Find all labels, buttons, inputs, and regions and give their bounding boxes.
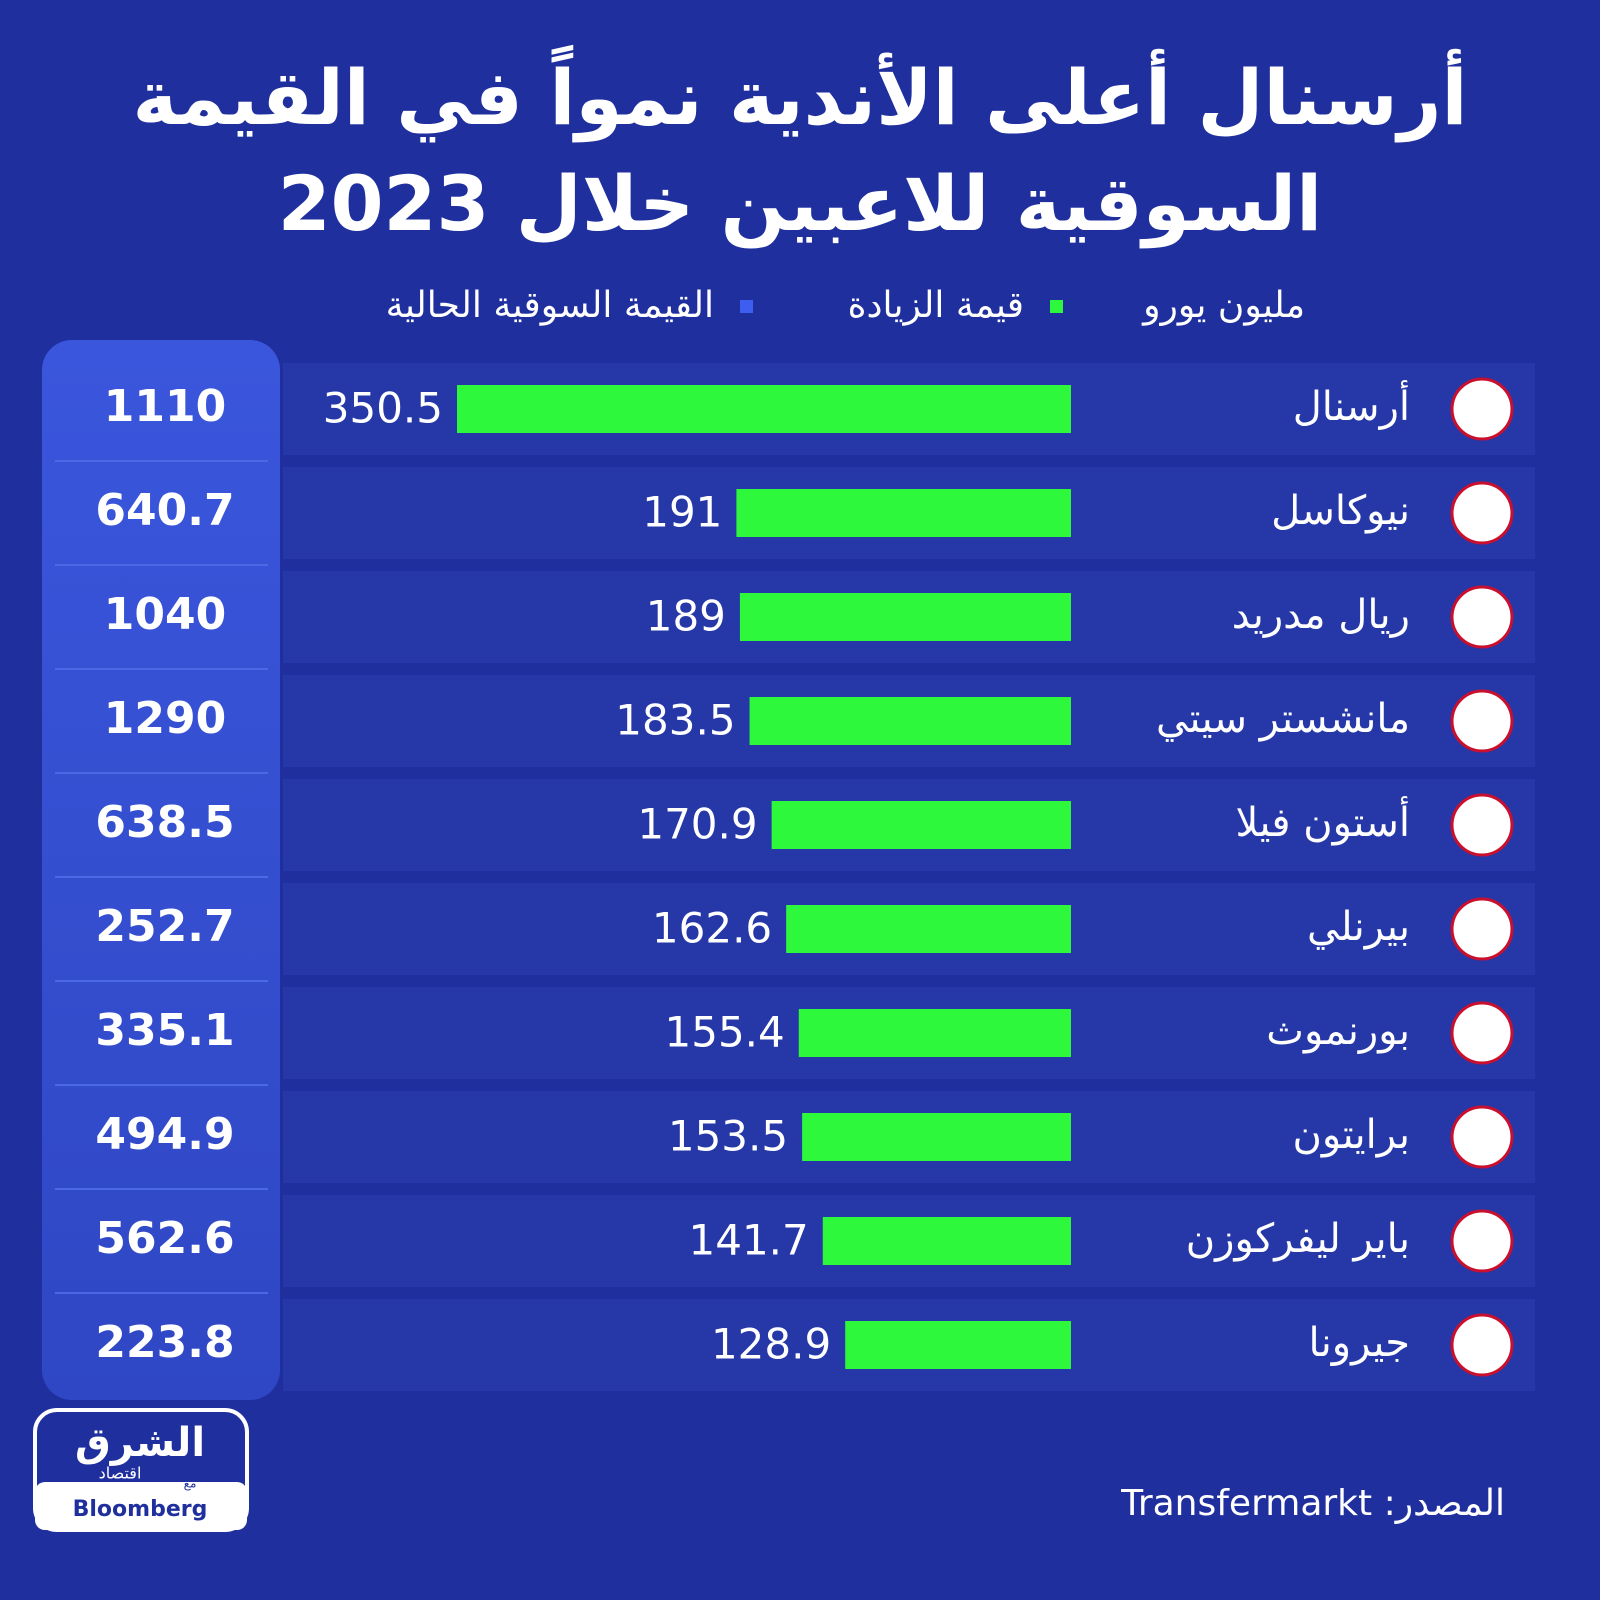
current-value: 640.7 [95, 485, 234, 536]
club-name: برايتون [1292, 1112, 1410, 1158]
legend-swatch [740, 300, 753, 313]
value-panel [42, 340, 280, 1400]
club-name: مانشستر سيتي [1156, 696, 1410, 742]
unit: مليون يورو [1141, 285, 1305, 326]
legend-label: قيمة الزيادة [848, 285, 1024, 326]
logo-partner: Bloomberg [73, 1497, 208, 1522]
club-name: نيوكاسل [1271, 488, 1410, 534]
club-name: بيرنلي [1307, 904, 1410, 950]
legend-swatch [1050, 300, 1063, 313]
club-logo [1450, 1209, 1514, 1273]
bar [822, 1217, 1071, 1265]
club-name: ريال مدريد [1232, 592, 1410, 638]
current-value: 252.7 [95, 901, 234, 952]
bar-label: 191 [642, 488, 722, 537]
bar [798, 1009, 1071, 1057]
bar [739, 593, 1071, 641]
bar [749, 697, 1071, 745]
bar-label: 189 [646, 592, 726, 641]
bar [736, 489, 1071, 537]
current-value: 335.1 [95, 1005, 234, 1056]
bar-label: 153.5 [668, 1112, 788, 1161]
current-value: 223.8 [95, 1317, 234, 1368]
club-name: جيرونا [1308, 1320, 1410, 1366]
logo-name: الشرق [75, 1420, 205, 1466]
bar [802, 1113, 1071, 1161]
bar [845, 1321, 1071, 1369]
club-logo [1450, 1105, 1514, 1169]
source: المصدر: Transfermarkt [1120, 1483, 1505, 1524]
bar-label: 162.6 [652, 904, 772, 953]
bar-label: 183.5 [615, 696, 735, 745]
club-name: باير ليفركوزن [1186, 1216, 1410, 1262]
club-logo [1450, 897, 1514, 961]
club-logo [1450, 793, 1514, 857]
bar-label: 128.9 [711, 1320, 831, 1369]
club-logo [1450, 585, 1514, 649]
club-name: أرسنال [1293, 380, 1410, 430]
bar-label: 170.9 [637, 800, 757, 849]
bar-label: 141.7 [689, 1216, 809, 1265]
club-logo [1450, 1313, 1514, 1377]
club-logo [1450, 689, 1514, 753]
logo-band [35, 1482, 247, 1530]
current-value: 1110 [104, 381, 226, 432]
current-value: 494.9 [95, 1109, 234, 1160]
club-logo [1450, 377, 1514, 441]
bar-label: 350.5 [323, 384, 443, 433]
current-value: 562.6 [95, 1213, 234, 1264]
bar [457, 385, 1071, 433]
club-logo [1450, 1001, 1514, 1065]
logo-sub: اقتصاد [99, 1464, 142, 1483]
current-value: 1040 [104, 589, 226, 640]
bar [771, 801, 1071, 849]
bar-label: 155.4 [665, 1008, 785, 1057]
bar [786, 905, 1071, 953]
title: أرسنال أعلى الأندية نمواً في القيمة السو… [132, 53, 1468, 248]
club-name: بورنموث [1266, 1008, 1410, 1054]
club-name: أستون فيلا [1235, 796, 1410, 846]
legend-label: القيمة السوقية الحالية [386, 285, 714, 326]
club-logo [1450, 481, 1514, 545]
current-value: 1290 [104, 693, 226, 744]
logo-with: مع [184, 1477, 197, 1491]
current-value: 638.5 [95, 797, 234, 848]
